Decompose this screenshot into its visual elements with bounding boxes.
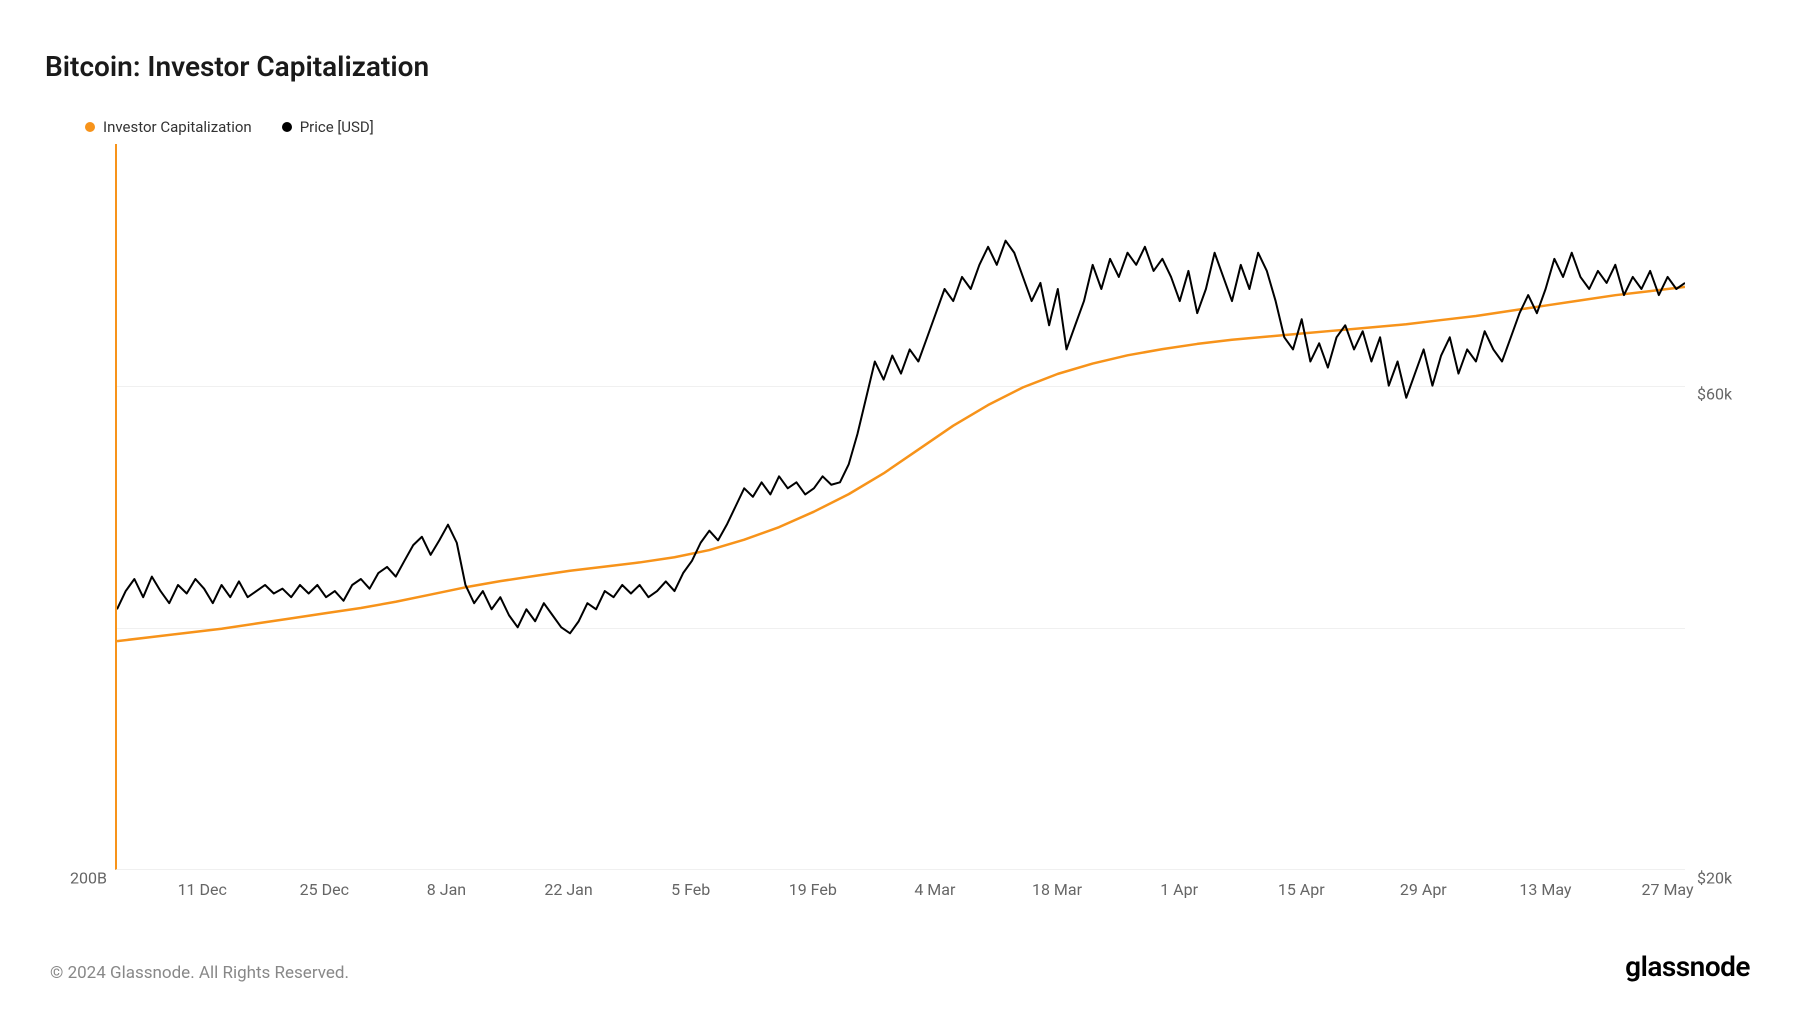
legend-label-investor-cap: Investor Capitalization (103, 118, 252, 136)
legend-item-price: Price [USD] (282, 118, 374, 136)
x-tick-label: 25 Dec (300, 880, 349, 899)
x-tick-label: 5 Feb (671, 880, 710, 899)
x-tick-label: 4 Mar (914, 880, 955, 899)
chart-lines-svg (117, 144, 1685, 869)
x-axis: 11 Dec 25 Dec 8 Jan 22 Jan 5 Feb 19 Feb 4 Mar 1… (115, 870, 1685, 910)
legend-label-price: Price [USD] (300, 118, 374, 136)
plot-area (115, 144, 1685, 870)
x-tick-label: 11 Dec (178, 880, 227, 899)
chart-title: Bitcoin: Investor Capitalization (45, 50, 1755, 83)
y-right-tick-label: $60k (1697, 385, 1732, 404)
legend-dot-price (282, 122, 292, 132)
chart-legend: Investor Capitalization Price [USD] (85, 118, 1755, 136)
y-right-tick-label: $20k (1697, 869, 1732, 888)
legend-item-investor-cap: Investor Capitalization (85, 118, 252, 136)
x-tick-label: 8 Jan (427, 880, 466, 899)
legend-dot-investor-cap (85, 122, 95, 132)
brand-logo: glassnode (1625, 950, 1750, 983)
y-axis-right: $20k$60k (1685, 144, 1755, 870)
x-tick-label: 1 Apr (1160, 880, 1198, 899)
x-tick-label: 15 Apr (1278, 880, 1325, 899)
x-tick-label: 27 May (1642, 880, 1694, 899)
chart-plot-wrap: 200B $20k$60k (45, 144, 1755, 870)
line-price (117, 241, 1685, 634)
x-tick-label: 19 Feb (789, 880, 837, 899)
x-tick-label: 22 Jan (544, 880, 592, 899)
chart-footer: © 2024 Glassnode. All Rights Reserved. g… (45, 950, 1755, 983)
x-tick-label: 29 Apr (1400, 880, 1447, 899)
x-tick-label: 18 Mar (1032, 880, 1082, 899)
copyright-text: © 2024 Glassnode. All Rights Reserved. (50, 963, 349, 983)
y-left-tick-label: 200B (70, 869, 107, 888)
chart-container: Bitcoin: Investor Capitalization Investo… (0, 0, 1800, 1013)
x-tick-label: 13 May (1519, 880, 1571, 899)
y-axis-left: 200B (45, 144, 115, 870)
